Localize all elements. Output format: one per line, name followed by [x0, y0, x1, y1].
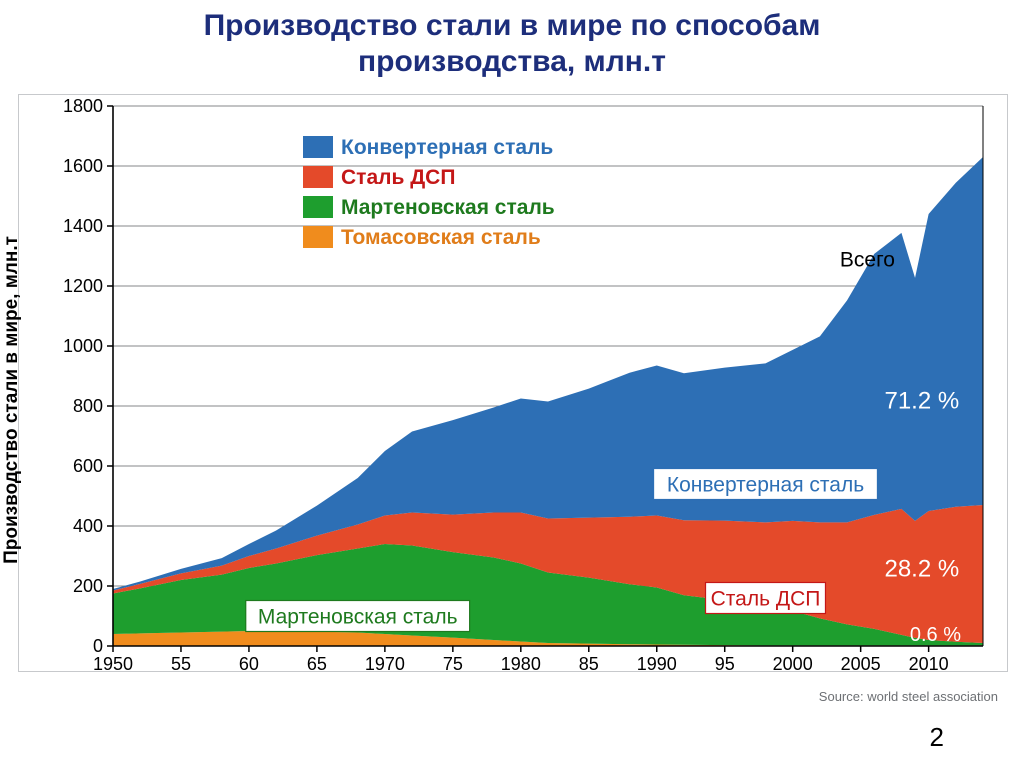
- legend-label: Томасовская сталь: [341, 226, 541, 249]
- x-tick-label: 1990: [637, 654, 677, 674]
- annotation-text: 28.2 %: [884, 555, 959, 582]
- legend-swatch: [303, 166, 333, 188]
- page-number: 2: [930, 722, 944, 753]
- x-tick-label: 75: [443, 654, 463, 674]
- x-tick-label: 60: [239, 654, 259, 674]
- y-tick-label: 400: [73, 516, 103, 536]
- legend-label: Конвертерная сталь: [341, 136, 553, 159]
- y-tick-label: 1400: [63, 216, 103, 236]
- stacked-area-chart: 0 200 400 600 800 1000 1200 1400 1600 1800 1950 55 6…: [18, 94, 1008, 706]
- source-text: Source: world steel association: [819, 689, 998, 704]
- legend-swatch: [303, 226, 333, 248]
- x-tick-label: 1970: [365, 654, 405, 674]
- chart-title: Производство стали в мире по способам пр…: [0, 0, 1024, 80]
- y-tick-label: 600: [73, 456, 103, 476]
- y-tick-label: 1000: [63, 336, 103, 356]
- y-tick-label: 0: [93, 636, 103, 656]
- y-axis-label: Производство стали в мире, млн.т: [1, 236, 23, 564]
- x-tick-label: 95: [715, 654, 735, 674]
- x-tick-label: 2005: [841, 654, 881, 674]
- y-tick-label: 200: [73, 576, 103, 596]
- x-tick-label: 55: [171, 654, 191, 674]
- legend-swatch: [303, 136, 333, 158]
- y-tick-label: 1600: [63, 156, 103, 176]
- x-tick-label: 1980: [501, 654, 541, 674]
- x-tick-label: 65: [307, 654, 327, 674]
- annotation-text: 0.6 %: [910, 624, 961, 646]
- x-tick-label: 2010: [909, 654, 949, 674]
- y-tick-label: 1800: [63, 96, 103, 116]
- title-line2: производства, млн.т: [358, 45, 666, 78]
- chart-container: Производство стали в мире, млн.т 0200400…: [18, 94, 1008, 706]
- annotation-text: Сталь ДСП: [711, 587, 821, 610]
- annotation-text: Всего: [840, 248, 895, 271]
- legend-label: Сталь ДСП: [341, 166, 455, 189]
- annotation-text: 71.2 %: [884, 387, 959, 414]
- title-line1: Производство стали в мире по способам: [204, 9, 821, 42]
- x-tick-label: 2000: [773, 654, 813, 674]
- legend-label: Мартеновская сталь: [341, 196, 555, 219]
- x-tick-label: 1950: [93, 654, 133, 674]
- legend-swatch: [303, 196, 333, 218]
- y-tick-label: 800: [73, 396, 103, 416]
- annotation-text: Конвертерная сталь: [667, 473, 864, 496]
- y-tick-label: 1200: [63, 276, 103, 296]
- annotation-text: Мартеновская сталь: [258, 605, 458, 628]
- x-tick-label: 85: [579, 654, 599, 674]
